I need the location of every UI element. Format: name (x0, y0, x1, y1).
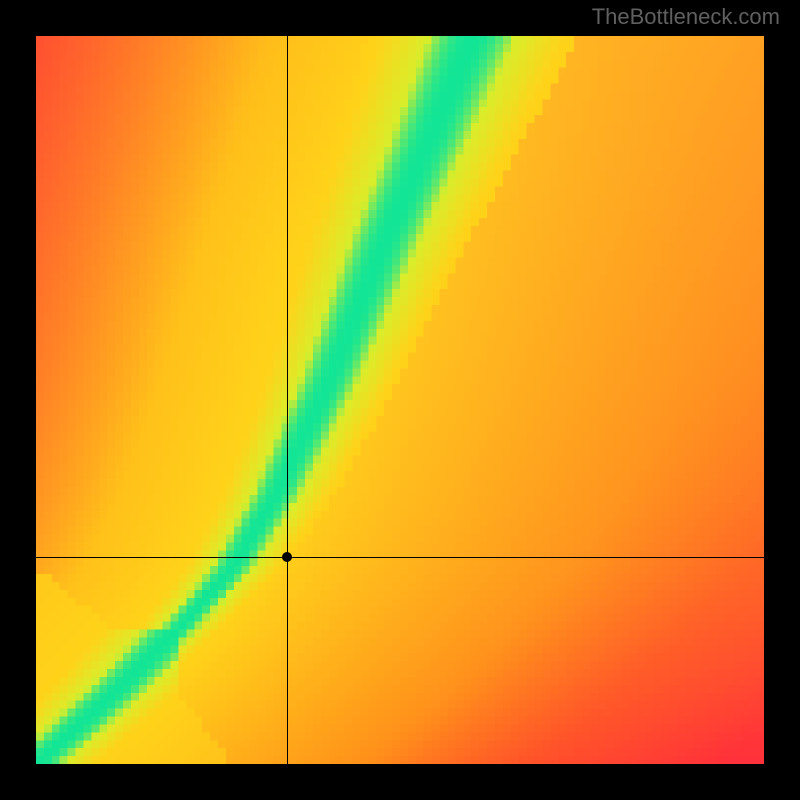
watermark-text: TheBottleneck.com (592, 4, 780, 30)
crosshair-vertical (287, 36, 288, 764)
crosshair-marker (282, 552, 292, 562)
crosshair-horizontal (36, 557, 764, 558)
plot-area (36, 36, 764, 764)
heatmap-canvas (36, 36, 764, 764)
